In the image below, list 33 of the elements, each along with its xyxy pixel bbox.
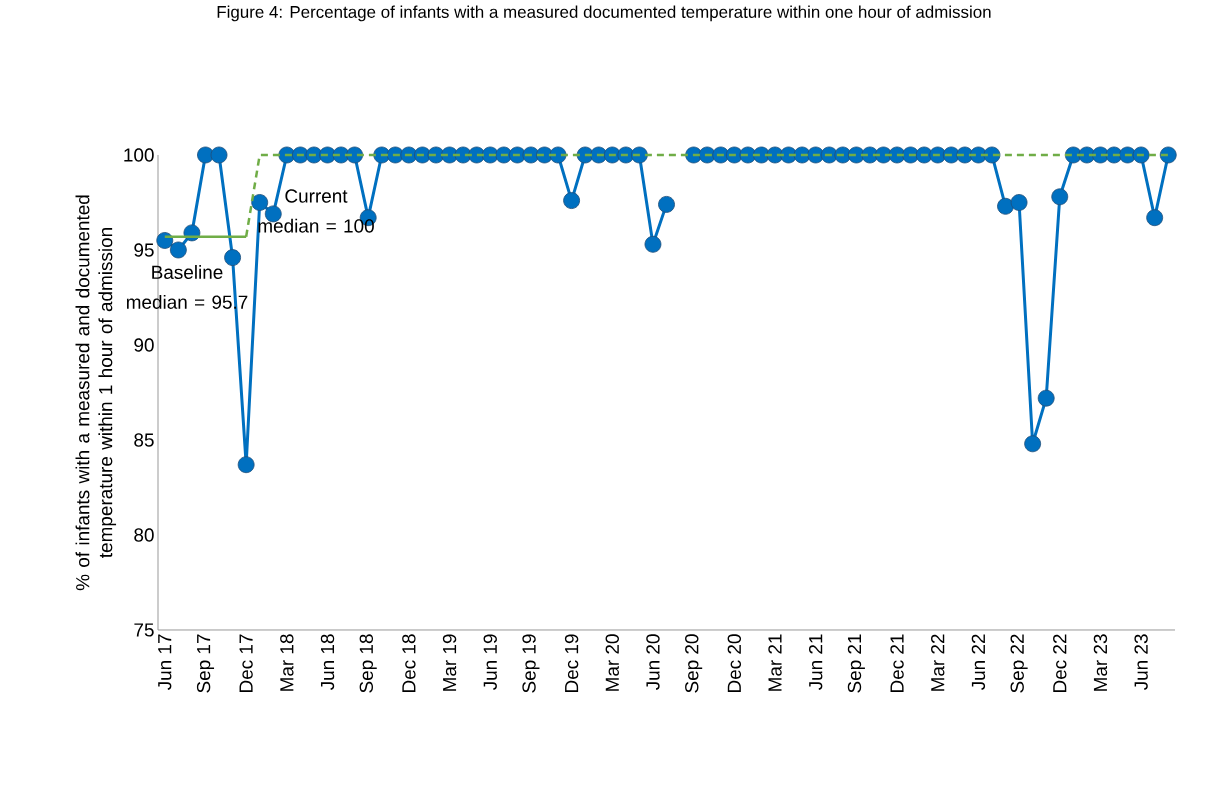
x-tick-label: Mar 20 bbox=[605, 634, 619, 691]
chart-title: Figure 4: Percentage of infants with a measured documented temperature within one hour of admission bbox=[217, 5, 991, 22]
x-tick-label: Sep 20 bbox=[685, 634, 703, 693]
x-tick-label: Jun 18 bbox=[320, 634, 335, 691]
x-tick-label: Sep 22 bbox=[1010, 634, 1028, 693]
x-tick-label: Mar 19 bbox=[442, 634, 457, 691]
x-tick-label: Dec 18 bbox=[402, 634, 416, 692]
x-tick-label: Mar 22 bbox=[931, 634, 945, 691]
y-tick-label: 85 bbox=[134, 433, 154, 447]
x-tick-label: Sep 17 bbox=[196, 634, 215, 693]
x-tick-label: Dec 22 bbox=[1053, 634, 1067, 692]
x-tick-label: Sep 18 bbox=[359, 634, 377, 693]
y-axis-title: % of infants with a measured and documented temperature within 1 hour of admission bbox=[75, 195, 117, 591]
x-tick-label: Mar 21 bbox=[768, 634, 782, 691]
x-tick-label: Mar 23 bbox=[1093, 634, 1108, 691]
x-tick-label: Jun 19 bbox=[483, 634, 497, 691]
x-tick-label: Jun 20 bbox=[646, 634, 660, 691]
x-tick-label: Jun 22 bbox=[971, 634, 986, 691]
y-tick-label: 80 bbox=[134, 528, 154, 542]
x-tick-label: Dec 21 bbox=[890, 634, 904, 692]
x-tick-label: Jun 17 bbox=[158, 634, 172, 691]
y-tick-label: 100 bbox=[124, 148, 154, 162]
x-tick-label: Jun 23 bbox=[1134, 634, 1148, 691]
y-tick-label: 75 bbox=[134, 623, 154, 637]
x-tick-label: Jun 21 bbox=[808, 634, 823, 691]
x-tick-label: Dec 17 bbox=[239, 634, 253, 692]
x-tick-label: Dec 19 bbox=[564, 634, 579, 692]
x-tick-label: Dec 20 bbox=[727, 634, 742, 692]
x-tick-label: Mar 18 bbox=[280, 634, 294, 691]
y-tick-label: 95 bbox=[134, 243, 154, 257]
x-tick-label: Sep 19 bbox=[522, 634, 540, 693]
y-tick-label: 90 bbox=[134, 338, 154, 352]
x-tick-label: Sep 21 bbox=[847, 634, 865, 693]
